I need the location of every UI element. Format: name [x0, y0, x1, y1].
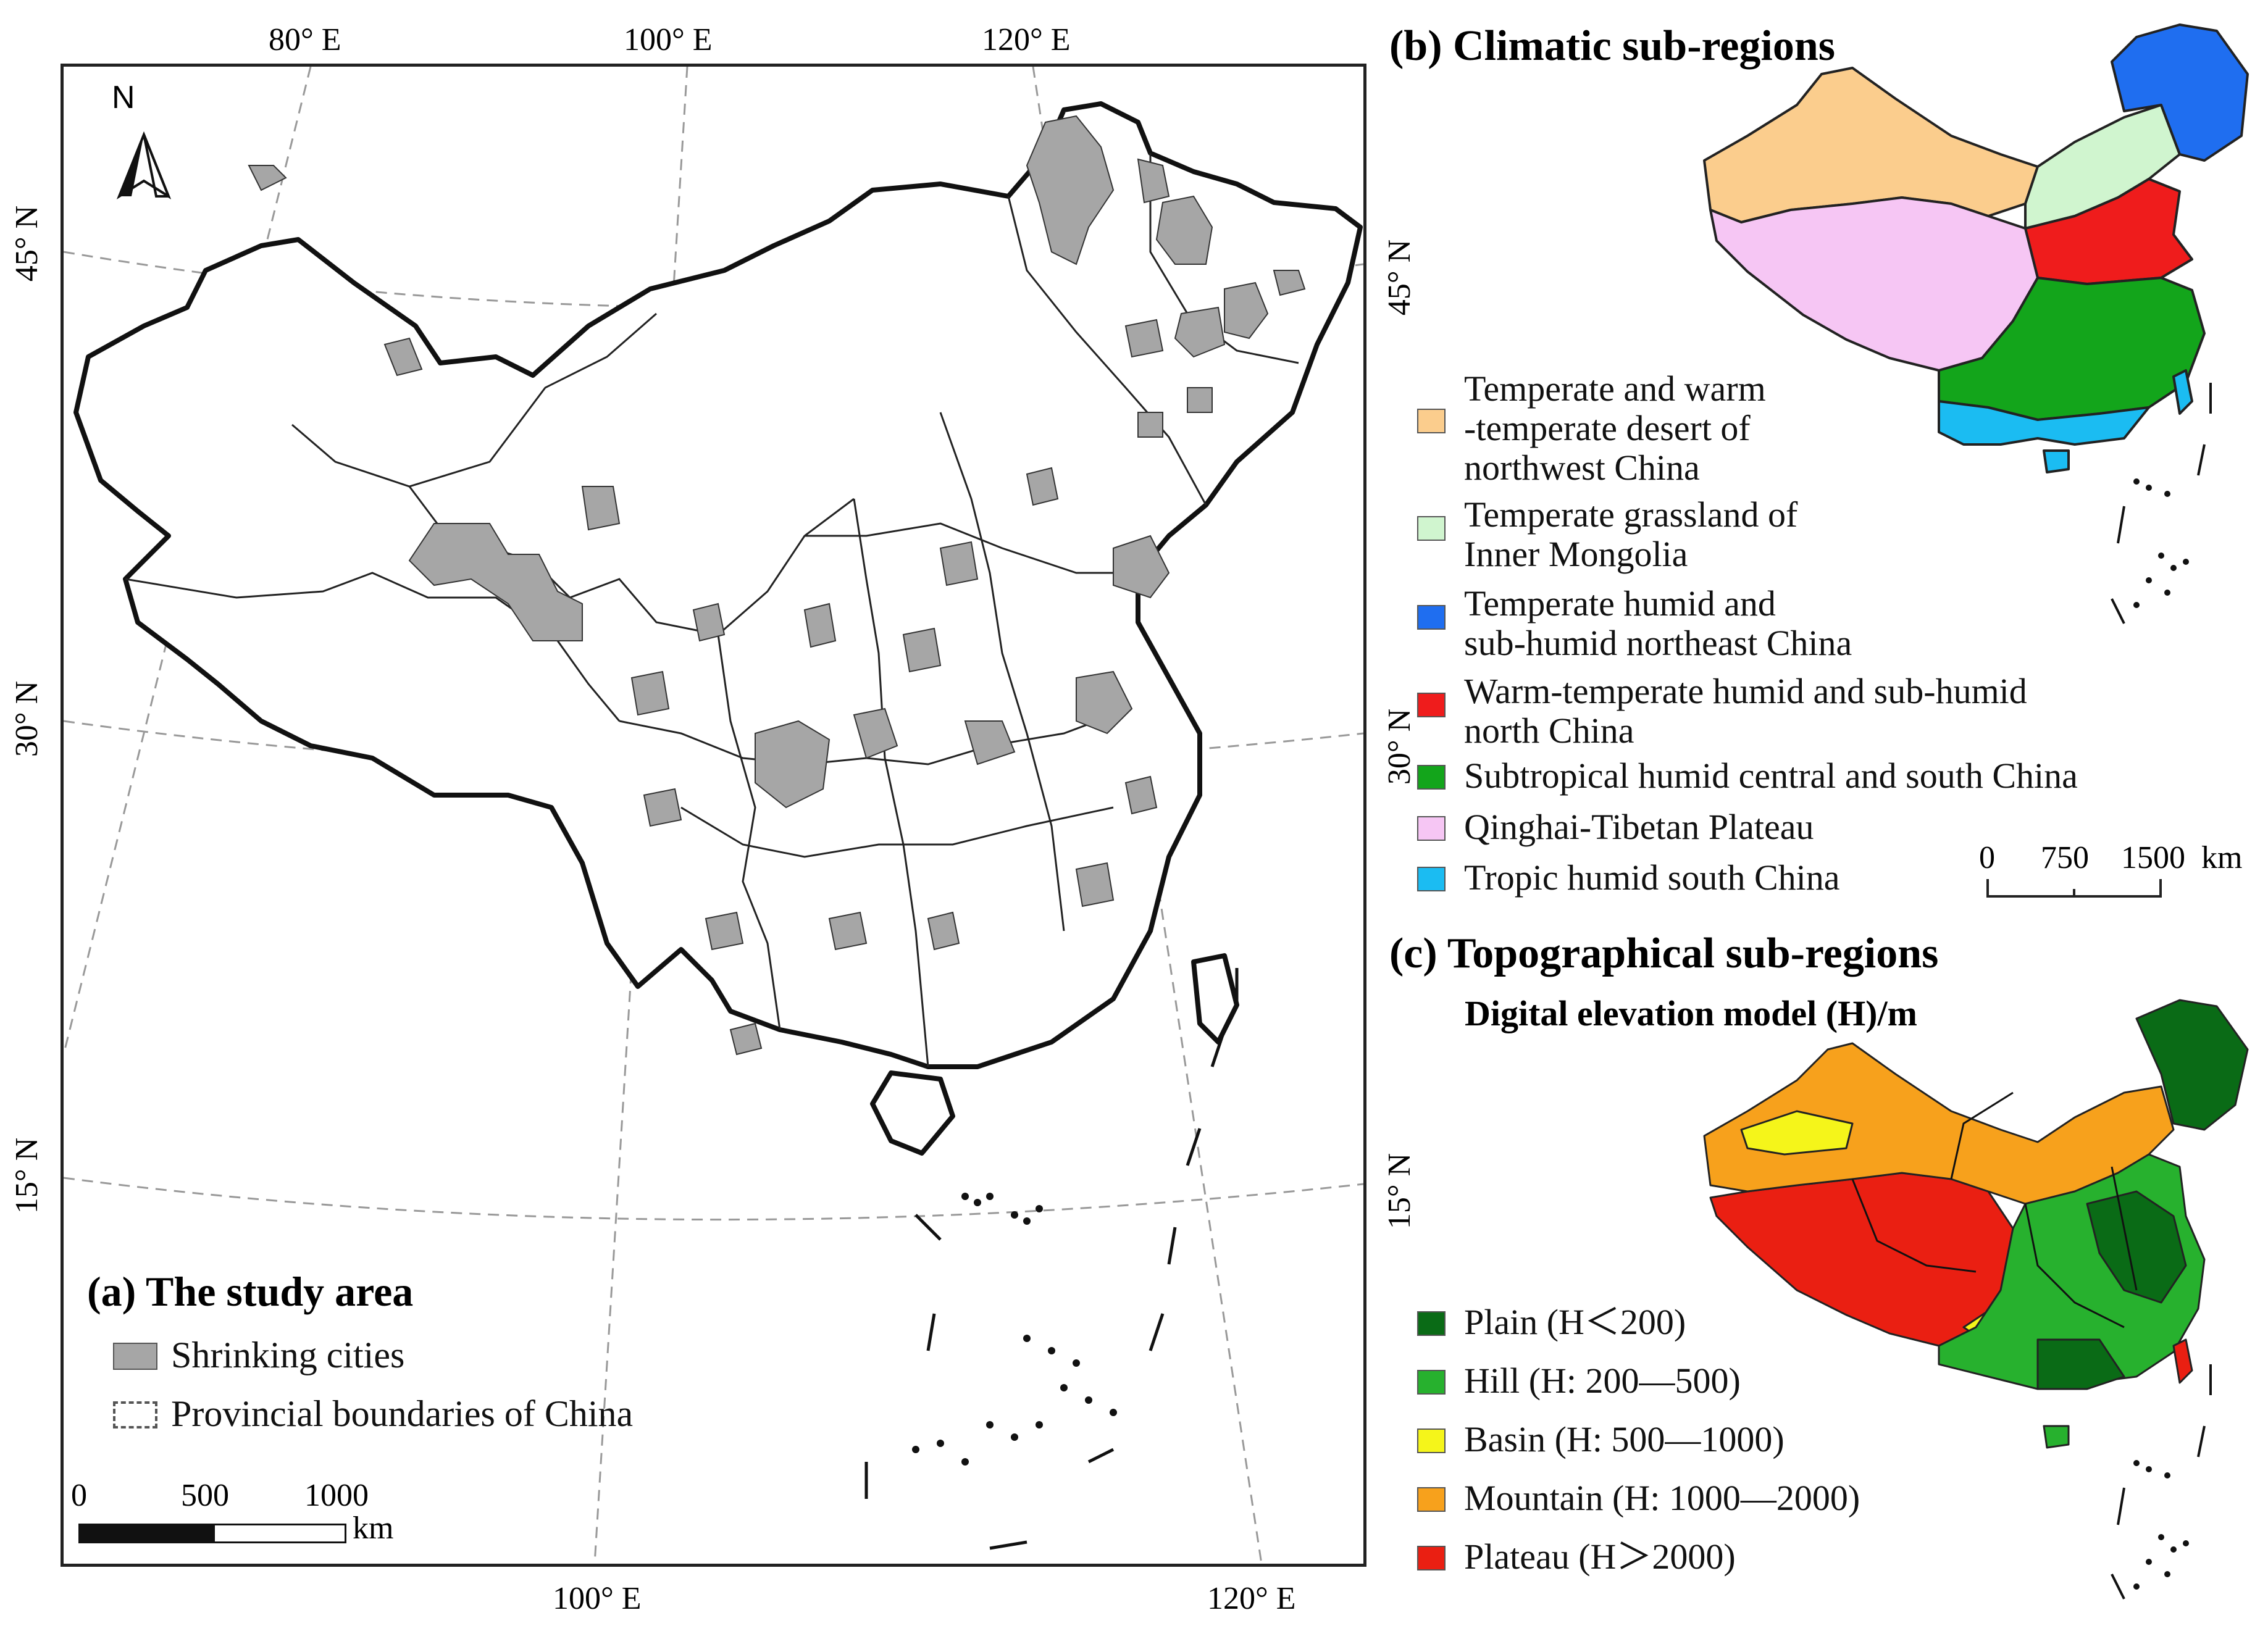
dem-label-plain: Plain (H＜200) — [1464, 1302, 1686, 1342]
climate-swatch-3 — [1417, 605, 1446, 630]
scale-a-tick-0: 0 — [71, 1478, 87, 1513]
shrinking-cities — [248, 115, 1306, 1056]
climate-legend-item-2: Temperate grassland of Inner Mongolia — [1417, 495, 1797, 574]
panel-a-title: (a) The study area — [87, 1268, 414, 1315]
scale-b-tick-1500: 1500 — [2121, 840, 2185, 875]
scale-b-line — [1986, 879, 2162, 898]
climatic-subregions-map — [1703, 23, 2249, 624]
lat-label-right-45: 45° N — [1382, 239, 1418, 316]
scale-a-black-segment — [78, 1524, 217, 1543]
climate-legend-item-1: Temperate and warm -temperate desert of … — [1417, 369, 1766, 488]
dem-label-mountain: Mountain (H: 1000—2000) — [1464, 1478, 1860, 1518]
climate-label-1: Temperate and warm -temperate desert of … — [1464, 369, 1766, 488]
dem-swatch-plain — [1417, 1311, 1446, 1336]
climate-swatch-7 — [1417, 867, 1446, 891]
dem-basin-1 — [1740, 1110, 1854, 1156]
shrinking-cities-label: Shrinking cities — [171, 1335, 405, 1375]
panel-c-subtitle: Digital elevation model (H)/m — [1465, 993, 1917, 1033]
climate-swatch-6 — [1417, 816, 1446, 841]
climate-swatch-2 — [1417, 516, 1446, 541]
lat-label-right-15: 15° N — [1382, 1153, 1418, 1230]
climate-swatch-5 — [1417, 765, 1446, 790]
north-arrow-label: N — [112, 80, 135, 115]
dem-plain-1 — [2086, 1190, 2187, 1304]
dem-legend-item-mountain: Mountain (H: 1000—2000) — [1417, 1478, 1860, 1518]
dem-swatch-plateau — [1417, 1546, 1446, 1570]
provincial-boundaries-swatch — [113, 1401, 157, 1428]
scale-a-tick-500: 500 — [181, 1478, 229, 1513]
dem-label-basin: Basin (H: 500—1000) — [1464, 1419, 1785, 1459]
lon-label-top-100: 100° E — [624, 22, 713, 57]
climate-legend-item-6: Qinghai-Tibetan Plateau — [1417, 807, 1814, 847]
dem-swatch-basin — [1417, 1428, 1446, 1453]
dem-legend-item-basin: Basin (H: 500—1000) — [1417, 1420, 1785, 1459]
climate-legend-item-3: Temperate humid and sub-humid northeast … — [1417, 584, 1852, 663]
region-taiwan — [2172, 369, 2193, 415]
climate-legend-item-5: Subtropical humid central and south Chin… — [1417, 756, 2078, 796]
provincial-boundaries — [125, 153, 1299, 1067]
dem-plain-3 — [2036, 1338, 2125, 1390]
panel-c-title: (c) Topographical sub-regions — [1389, 930, 1939, 977]
north-arrow-icon — [116, 131, 172, 199]
region-northeast — [2111, 23, 2249, 162]
dem-label-plateau: Plateau (H＞2000) — [1464, 1537, 1736, 1577]
scale-b-tick-750: 750 — [2041, 840, 2089, 875]
panel-b-title: (b) Climatic sub-regions — [1389, 22, 1836, 70]
lon-label-top-80: 80° E — [269, 22, 341, 57]
lat-label-left-30: 30° N — [9, 680, 45, 757]
dem-plateau — [1709, 1172, 2014, 1347]
dem-taiwan — [2172, 1338, 2193, 1384]
study-area-map — [64, 67, 1363, 1564]
climate-swatch-1 — [1417, 409, 1446, 433]
climate-label-5: Subtropical humid central and south Chin… — [1464, 756, 2078, 796]
climate-legend-item-7: Tropic humid south China — [1417, 858, 1840, 898]
dem-province-lines — [1851, 1091, 2138, 1328]
climate-label-7: Tropic humid south China — [1464, 857, 1840, 898]
region-hainan — [2043, 449, 2070, 473]
lon-label-top-120: 120° E — [982, 22, 1071, 57]
dem-legend-item-plateau: Plateau (H＞2000) — [1417, 1537, 1736, 1577]
south-sea-islands — [864, 968, 1239, 1550]
scale-b-unit: km — [2201, 840, 2243, 875]
study-area-map-frame: N (a) The study area Shrinking cities Pr… — [61, 64, 1366, 1567]
lon-label-bottom-100: 100° E — [553, 1581, 642, 1616]
lon-label-bottom-120: 120° E — [1207, 1581, 1296, 1616]
climate-legend-item-4: Warm-temperate humid and sub-humid north… — [1417, 672, 2027, 751]
scale-a-white-segment — [213, 1524, 346, 1543]
legend-item-shrinking-cities: Shrinking cities — [113, 1335, 404, 1375]
climate-swatch-4 — [1417, 693, 1446, 717]
dem-hainan — [2043, 1425, 2070, 1449]
lat-label-left-15: 15° N — [9, 1137, 45, 1214]
region-tropic — [1938, 400, 2150, 446]
island-dots — [912, 1193, 1117, 1466]
climate-label-6: Qinghai-Tibetan Plateau — [1464, 807, 1814, 847]
scale-a-tick-1000: 1000 — [304, 1478, 369, 1513]
climate-label-3: Temperate humid and sub-humid northeast … — [1464, 583, 1852, 663]
dem-label-hill: Hill (H: 200—500) — [1464, 1361, 1741, 1401]
dem-legend-item-hill: Hill (H: 200—500) — [1417, 1361, 1741, 1401]
topographic-dem-map — [1703, 999, 2249, 1599]
scale-b-tick-0: 0 — [1979, 840, 1995, 875]
lat-label-right-30: 30° N — [1382, 708, 1418, 785]
provincial-boundaries-label: Provincial boundaries of China — [171, 1393, 634, 1434]
shrinking-cities-swatch — [113, 1343, 157, 1370]
lat-label-left-45: 45° N — [9, 205, 45, 282]
dem-legend-item-plain: Plain (H＜200) — [1417, 1303, 1686, 1342]
dem-swatch-mountain — [1417, 1487, 1446, 1512]
region-northwest-desert — [1703, 67, 2039, 223]
dem-swatch-hill — [1417, 1370, 1446, 1395]
legend-item-provincial-boundaries: Provincial boundaries of China — [113, 1394, 633, 1433]
dem-plain-2 — [2135, 999, 2249, 1131]
climate-label-2: Temperate grassland of Inner Mongolia — [1464, 494, 1798, 574]
scale-a-unit: km — [353, 1511, 394, 1546]
region-qinghai-tibet — [1709, 196, 2039, 372]
climate-label-4: Warm-temperate humid and sub-humid north… — [1464, 671, 2027, 751]
